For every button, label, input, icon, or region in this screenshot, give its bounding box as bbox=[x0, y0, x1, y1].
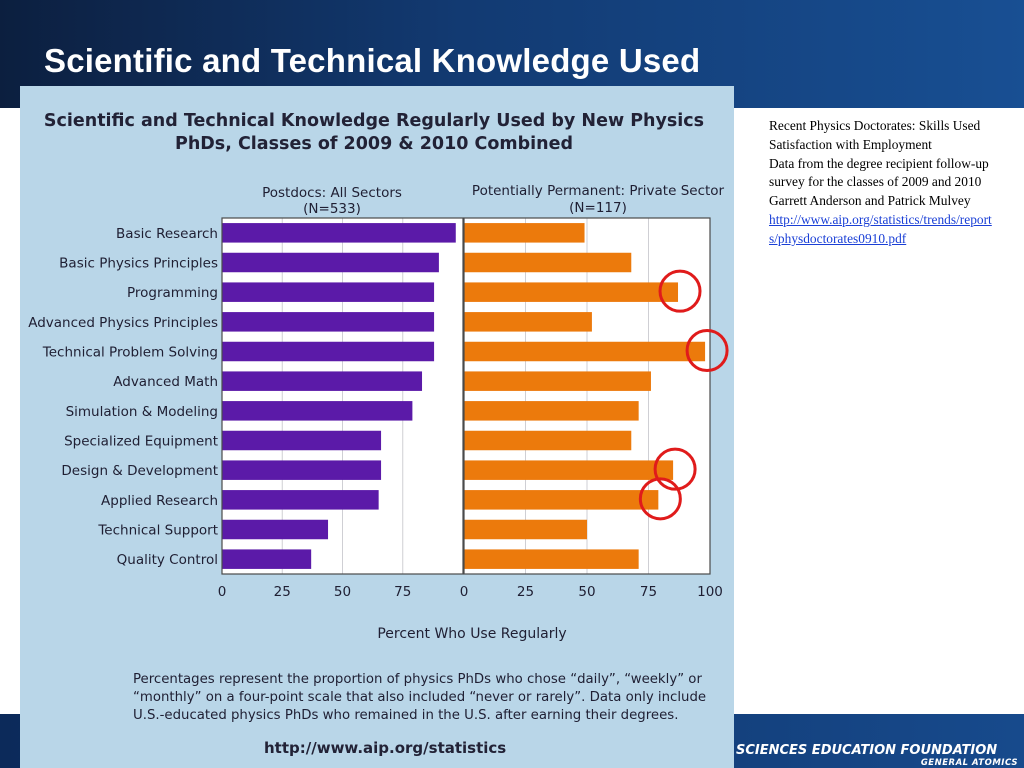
chart-footnote: Percentages represent the proportion of … bbox=[133, 672, 702, 687]
postdoc-bar bbox=[222, 430, 382, 451]
x-tick-label: 100 bbox=[697, 584, 723, 600]
postdoc-panel-frame bbox=[221, 217, 464, 575]
category-label: Quality Control bbox=[117, 552, 218, 568]
private-bar bbox=[464, 282, 679, 302]
private-bar bbox=[464, 490, 659, 510]
private-bar bbox=[464, 223, 585, 243]
postdoc-series-n: (N=533) bbox=[303, 201, 361, 217]
private-series-n: (N=117) bbox=[569, 200, 627, 216]
x-tick-label: 25 bbox=[274, 584, 291, 600]
postdoc-bar bbox=[222, 223, 456, 243]
private-bar bbox=[464, 252, 632, 273]
private-bar bbox=[464, 519, 587, 540]
x-tick-label: 75 bbox=[394, 584, 411, 600]
postdoc-series-name: Postdocs: All Sectors bbox=[262, 185, 402, 201]
footer-company: GENERAL ATOMICS bbox=[920, 758, 1018, 768]
category-label: Advanced Physics Principles bbox=[28, 315, 218, 331]
category-label: Programming bbox=[127, 285, 218, 301]
highlight-circle bbox=[685, 329, 729, 372]
notes-report-title: Recent Physics Doctorates: Skills Used S… bbox=[769, 118, 981, 152]
chart-footnote: “monthly” on a four-point scale that als… bbox=[133, 690, 706, 705]
private-bar bbox=[464, 371, 651, 391]
x-tick-label: 0 bbox=[218, 584, 227, 600]
postdoc-bar bbox=[222, 341, 435, 362]
category-label: Design & Development bbox=[61, 463, 218, 479]
category-label: Specialized Equipment bbox=[64, 434, 218, 450]
postdoc-bar bbox=[222, 312, 435, 332]
x-tick-label: 50 bbox=[334, 584, 351, 600]
private-panel-frame bbox=[463, 217, 711, 575]
postdoc-bar bbox=[222, 252, 439, 273]
private-bar bbox=[464, 312, 592, 332]
postdoc-bar bbox=[222, 490, 379, 510]
x-tick-label: 0 bbox=[460, 584, 469, 600]
category-label: Basic Physics Principles bbox=[59, 256, 218, 272]
category-label: Basic Research bbox=[116, 226, 218, 242]
postdoc-bar bbox=[222, 282, 435, 302]
chart-title: Scientific and Technical Knowledge Regul… bbox=[44, 111, 704, 131]
chart-footnote: U.S.-educated physics PhDs who remained … bbox=[133, 708, 678, 723]
bar-chart: Scientific and Technical Knowledge Regul… bbox=[28, 111, 729, 757]
private-series-name: Potentially Permanent: Private Sector bbox=[472, 183, 725, 199]
x-axis-label: Percent Who Use Regularly bbox=[377, 626, 566, 642]
highlight-circle bbox=[653, 447, 697, 491]
category-label: Technical Problem Solving bbox=[42, 345, 218, 361]
chart-source: http://www.aip.org/statistics bbox=[264, 739, 506, 757]
slide-title: Scientific and Technical Knowledge Used bbox=[44, 42, 701, 79]
postdoc-bar bbox=[222, 549, 312, 569]
side-notes: Recent Physics Doctorates: Skills Used S… bbox=[769, 117, 994, 249]
category-label: Applied Research bbox=[101, 493, 218, 509]
private-bar bbox=[464, 430, 632, 451]
private-bar bbox=[464, 549, 639, 569]
postdoc-bar bbox=[222, 371, 423, 391]
x-tick-label: 50 bbox=[578, 584, 595, 600]
notes-data-source: Data from the degree recipient follow-up… bbox=[769, 155, 989, 190]
postdoc-bar bbox=[222, 401, 413, 421]
postdoc-bar bbox=[222, 460, 382, 480]
private-bar bbox=[464, 460, 674, 480]
private-bar bbox=[464, 401, 639, 421]
notes-authors: Garrett Anderson and Patrick Mulvey bbox=[769, 193, 971, 209]
postdoc-bar bbox=[222, 519, 329, 540]
chart-figure: Scientific and Technical Knowledge Regul… bbox=[20, 86, 734, 768]
private-bar bbox=[464, 341, 706, 362]
category-label: Technical Support bbox=[97, 523, 218, 539]
x-tick-label: 25 bbox=[517, 584, 534, 600]
category-label: Advanced Math bbox=[113, 374, 218, 390]
notes-report-link[interactable]: http://www.aip.org/statistics/trends/rep… bbox=[769, 211, 992, 246]
footer-org-name: SCIENCES EDUCATION FOUNDATION bbox=[736, 743, 998, 758]
category-label: Simulation & Modeling bbox=[66, 404, 218, 420]
highlight-circle bbox=[638, 477, 682, 521]
chart-title: PhDs, Classes of 2009 & 2010 Combined bbox=[175, 134, 573, 154]
highlight-circle bbox=[658, 269, 702, 313]
x-tick-label: 75 bbox=[640, 584, 657, 600]
